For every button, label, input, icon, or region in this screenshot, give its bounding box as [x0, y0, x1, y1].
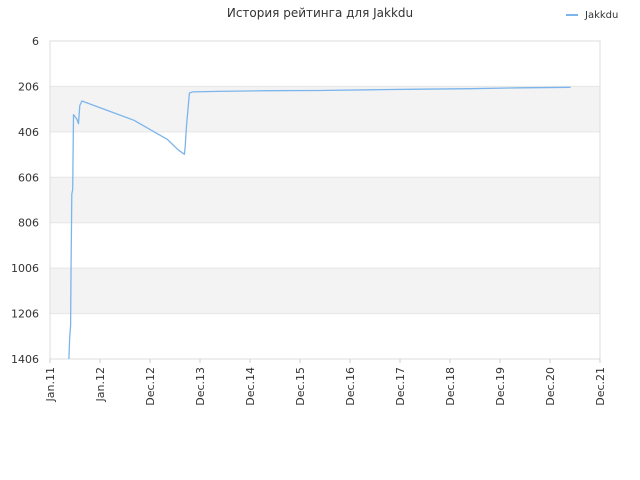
y-tick-label: 806 — [18, 217, 39, 230]
x-tick-label: Dec.21 — [594, 367, 607, 406]
x-tick-label: Jan.11 — [44, 367, 57, 402]
x-tick-label: Dec.15 — [294, 367, 307, 406]
plot-band — [50, 86, 600, 132]
y-tick-label: 606 — [18, 171, 39, 184]
y-tick-label: 206 — [18, 80, 39, 93]
series-line-jakkdu — [68, 86, 571, 360]
x-tick-label: Dec.17 — [394, 367, 407, 406]
x-tick-label: Dec.20 — [544, 367, 557, 406]
x-tick-label: Dec.16 — [344, 367, 357, 406]
x-tick-label: Dec.12 — [144, 367, 157, 406]
legend[interactable]: Jakkdu — [566, 10, 618, 21]
x-tick-label: Dec.18 — [444, 367, 457, 406]
x-axis-ticks: Jan.11 Jan.12 Dec.12 Dec.13 Dec.14 Dec.15 Dec.… — [44, 359, 607, 406]
series-layer — [68, 86, 571, 360]
plot-bands — [50, 86, 600, 314]
chart-title: История рейтинга для Jakkdu — [227, 6, 413, 20]
legend-label: Jakkdu — [584, 10, 618, 21]
x-tick-label: Dec.14 — [244, 367, 257, 406]
y-axis-ticks: 6 206 406 606 806 1006 1206 1406 — [11, 35, 39, 366]
plot-frame — [49, 40, 601, 360]
y-tick-label: 1006 — [11, 262, 39, 275]
x-tick-label: Jan.12 — [94, 367, 107, 402]
y-tick-label: 1406 — [11, 353, 39, 366]
x-tick-label: Dec.19 — [494, 367, 507, 406]
y-tick-label: 1206 — [11, 308, 39, 321]
x-tick-label: Dec.13 — [194, 367, 207, 406]
plot-band — [50, 177, 600, 223]
y-tick-label: 6 — [32, 35, 39, 48]
y-tick-label: 406 — [18, 126, 39, 139]
plot-band — [50, 268, 600, 314]
